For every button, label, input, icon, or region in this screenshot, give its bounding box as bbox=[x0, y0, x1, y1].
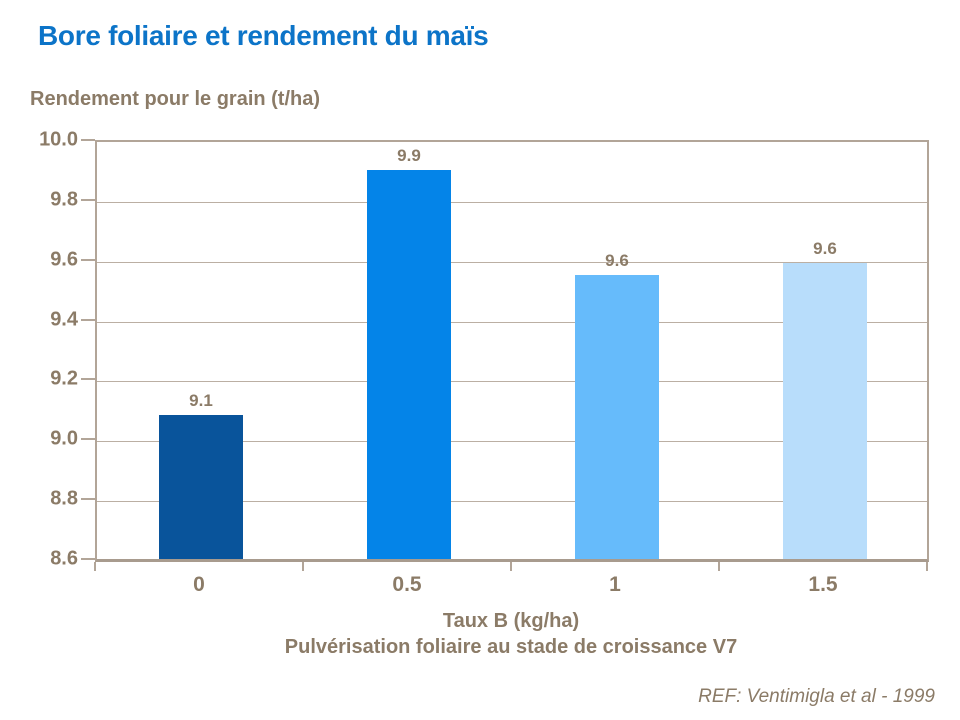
x-tick-label: 1 bbox=[609, 573, 621, 596]
y-tick-label: 8.8 bbox=[50, 487, 78, 510]
x-tick-mark bbox=[718, 562, 720, 571]
y-tick-label: 9.2 bbox=[50, 367, 78, 390]
y-tick-mark bbox=[81, 258, 95, 261]
x-tick-label: 0 bbox=[193, 573, 205, 596]
chart-title: Bore foliaire et rendement du maïs bbox=[38, 20, 489, 51]
bar-value-label: 9.6 bbox=[605, 250, 629, 270]
y-tick-label: 9.8 bbox=[50, 188, 78, 211]
gridline bbox=[97, 201, 927, 203]
x-tick-mark bbox=[510, 562, 512, 571]
bar-1 bbox=[575, 274, 659, 559]
gridline bbox=[97, 381, 927, 383]
gridline bbox=[97, 321, 927, 323]
gridline bbox=[97, 501, 927, 503]
bar-0.5 bbox=[367, 169, 451, 559]
y-tick-label: 9.0 bbox=[50, 427, 78, 450]
y-tick-label: 10.0 bbox=[39, 128, 78, 151]
y-tick-mark bbox=[81, 558, 95, 560]
y-tick-label: 9.6 bbox=[50, 248, 78, 271]
y-axis-title: Rendement pour le grain (t/ha) bbox=[30, 88, 321, 110]
x-tick-label: 1.5 bbox=[808, 573, 838, 596]
y-tick-mark bbox=[81, 438, 95, 441]
x-tick-mark bbox=[302, 562, 304, 571]
gridline bbox=[97, 261, 927, 263]
bar-value-label: 9.1 bbox=[189, 391, 213, 411]
bar-0 bbox=[159, 415, 243, 559]
y-tick-mark bbox=[81, 378, 95, 381]
reference-citation: REF: Ventimigla et al - 1999 bbox=[698, 686, 935, 707]
plot-area: 9.1 9.9 9.6 9.6 bbox=[95, 140, 929, 562]
x-axis-title: Taux B (kg/ha) bbox=[442, 610, 580, 632]
x-tick-label: 0.5 bbox=[392, 573, 422, 596]
gridline bbox=[97, 441, 927, 443]
bar-value-label: 9.6 bbox=[813, 238, 837, 258]
y-tick-mark bbox=[81, 498, 95, 501]
y-tick-mark bbox=[81, 318, 95, 321]
bar-value-label: 9.9 bbox=[397, 145, 421, 165]
x-axis-subtitle: Pulvérisation foliaire au stade de crois… bbox=[284, 636, 738, 658]
y-tick-mark bbox=[81, 139, 95, 141]
bar-1.5 bbox=[783, 262, 867, 559]
y-tick-mark bbox=[81, 198, 95, 201]
x-tick-mark bbox=[94, 562, 96, 571]
y-tick-label: 9.4 bbox=[50, 308, 78, 331]
x-tick-mark bbox=[926, 562, 928, 571]
y-tick-label: 8.6 bbox=[50, 547, 78, 570]
